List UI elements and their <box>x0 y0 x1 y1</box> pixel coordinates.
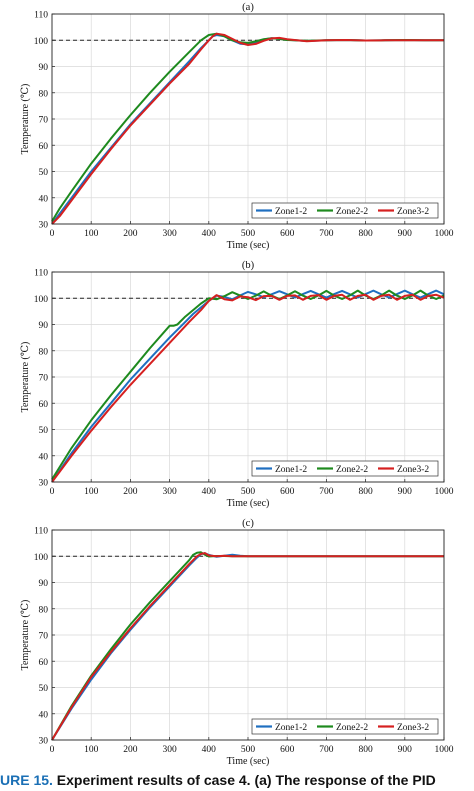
legend-box <box>251 202 439 219</box>
x-tick-label: 100 <box>84 745 99 755</box>
legend-label: Zone3-2 <box>397 207 429 217</box>
x-tick-label: 600 <box>280 745 295 755</box>
y-tick-label: 40 <box>39 194 49 204</box>
y-tick-label: 30 <box>39 221 49 231</box>
legend-label: Zone1-2 <box>275 465 307 475</box>
x-tick-label: 800 <box>358 229 373 239</box>
series-line-zone3-2 <box>51 552 444 741</box>
y-tick-label: 70 <box>39 632 49 642</box>
chart-panel-0: 0 100 200 300 400 500 600 700 800 900 1000 30 40 50 60… <box>20 2 454 251</box>
y-axis-label: Temperature (℃) <box>20 600 31 671</box>
y-tick-label: 70 <box>39 374 49 384</box>
x-tick-label: 1000 <box>435 229 454 239</box>
y-tick-label: 50 <box>39 684 49 694</box>
legend-box <box>251 718 439 735</box>
x-tick-label: 300 <box>162 229 177 239</box>
y-tick-label: 40 <box>39 710 49 720</box>
y-axis-label: Temperature (℃) <box>20 84 31 155</box>
y-tick-label: 30 <box>39 479 49 489</box>
x-tick-label: 500 <box>241 745 256 755</box>
x-tick-label: 0 <box>50 229 55 239</box>
x-tick-label: 200 <box>123 229 138 239</box>
caption-text: Experiment results of case 4. (a) The re… <box>52 772 436 788</box>
x-tick-label: 300 <box>162 745 177 755</box>
x-tick-label: 800 <box>358 487 373 497</box>
legend-label: Zone2-2 <box>336 723 368 733</box>
series-line-zone3-2 <box>51 293 445 483</box>
x-tick-label: 400 <box>202 229 217 239</box>
x-tick-label: 200 <box>123 487 138 497</box>
x-tick-label: 500 <box>241 487 256 497</box>
x-tick-label: 700 <box>319 745 334 755</box>
x-tick-label: 100 <box>84 487 99 497</box>
chart-panel-1: 0 100 200 300 400 500 600 700 800 900 1000 30 40 50 60… <box>20 260 454 509</box>
y-tick-label: 100 <box>34 295 49 305</box>
x-tick-label: 800 <box>358 745 373 755</box>
x-axis-label: Time (sec) <box>227 240 270 251</box>
x-axis-label: Time (sec) <box>227 498 270 509</box>
y-tick-label: 90 <box>39 321 49 331</box>
y-tick-label: 30 <box>39 737 49 747</box>
x-tick-label: 1000 <box>435 745 454 755</box>
legend-label: Zone2-2 <box>336 465 368 475</box>
y-tick-label: 60 <box>39 658 49 668</box>
x-tick-label: 0 <box>50 745 55 755</box>
legend-label: Zone1-2 <box>275 723 307 733</box>
chart-title: (a) <box>242 2 254 13</box>
legend-label: Zone2-2 <box>336 207 368 217</box>
y-tick-label: 50 <box>39 426 49 436</box>
series-line-zone3-2 <box>51 32 444 225</box>
y-tick-label: 80 <box>39 605 49 615</box>
axes-frame <box>51 13 445 225</box>
y-tick-label: 80 <box>39 347 49 357</box>
x-tick-label: 500 <box>241 229 256 239</box>
y-tick-label: 100 <box>34 553 49 563</box>
x-tick-label: 700 <box>319 487 334 497</box>
axes-frame <box>51 271 445 483</box>
x-tick-label: 1000 <box>435 487 454 497</box>
x-tick-label: 0 <box>50 487 55 497</box>
y-tick-label: 110 <box>34 11 48 21</box>
legend-box <box>251 460 439 477</box>
y-tick-label: 50 <box>39 168 49 178</box>
chart-title: (c) <box>242 518 254 529</box>
x-tick-label: 900 <box>398 229 413 239</box>
x-tick-label: 200 <box>123 745 138 755</box>
x-tick-label: 400 <box>202 487 217 497</box>
x-tick-label: 700 <box>319 229 334 239</box>
y-axis-label: Temperature (℃) <box>20 342 31 413</box>
x-tick-label: 900 <box>398 745 413 755</box>
legend-label: Zone3-2 <box>397 723 429 733</box>
y-tick-label: 60 <box>39 142 49 152</box>
x-tick-label: 300 <box>162 487 177 497</box>
y-tick-label: 60 <box>39 400 49 410</box>
x-tick-label: 400 <box>202 745 217 755</box>
x-tick-label: 600 <box>280 487 295 497</box>
legend: Zone1-2 Zone2-2 Zone3-2 <box>251 718 439 735</box>
x-tick-label: 900 <box>398 487 413 497</box>
y-tick-label: 80 <box>39 89 49 99</box>
chart-panel-2: 0 100 200 300 400 500 600 700 800 900 1000 30 40 50 60… <box>20 518 454 767</box>
y-tick-label: 110 <box>34 269 48 279</box>
y-tick-label: 100 <box>34 37 49 47</box>
chart-title: (b) <box>242 260 255 271</box>
caption-lead: URE 15. <box>0 772 53 788</box>
y-tick-label: 70 <box>39 116 49 126</box>
legend: Zone1-2 Zone2-2 Zone3-2 <box>251 460 439 477</box>
x-tick-label: 600 <box>280 229 295 239</box>
figure-caption: URE 15. Experiment results of case 4. (a… <box>0 770 474 791</box>
x-tick-label: 100 <box>84 229 99 239</box>
legend-label: Zone1-2 <box>275 207 307 217</box>
y-tick-label: 90 <box>39 63 49 73</box>
axes-frame <box>51 529 445 741</box>
y-tick-label: 90 <box>39 579 49 589</box>
y-tick-label: 110 <box>34 527 48 537</box>
legend: Zone1-2 Zone2-2 Zone3-2 <box>251 202 439 219</box>
legend-label: Zone3-2 <box>397 465 429 475</box>
x-axis-label: Time (sec) <box>227 756 270 767</box>
y-tick-label: 40 <box>39 452 49 462</box>
